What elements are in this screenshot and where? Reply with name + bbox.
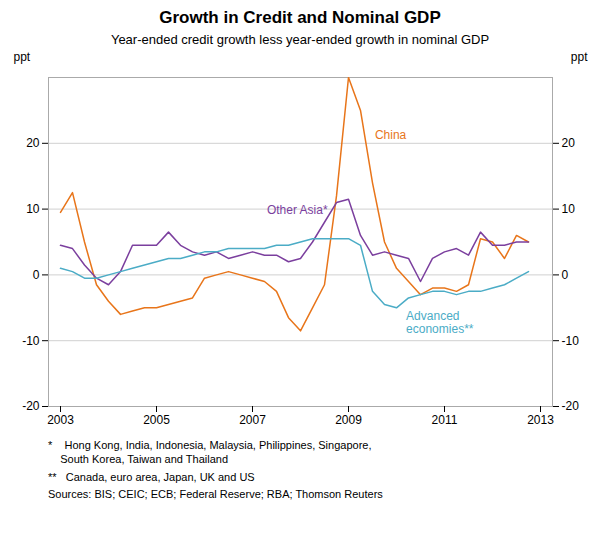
svg-text:economies**: economies** — [406, 322, 474, 336]
svg-text:2007: 2007 — [239, 413, 266, 427]
svg-text:0: 0 — [33, 268, 40, 282]
svg-text:-10: -10 — [562, 334, 580, 348]
svg-text:ppt: ppt — [571, 50, 588, 64]
html-text:Year-ended credit growth less: Year-ended credit growth less year-ended… — [110, 32, 490, 47]
svg-text:10: 10 — [562, 202, 576, 216]
svg-text:0: 0 — [562, 268, 569, 282]
svg-text:20: 20 — [26, 136, 40, 150]
svg-text:2003: 2003 — [47, 413, 74, 427]
svg-text:Advanced: Advanced — [406, 309, 459, 323]
html-text:Sources: BIS; CEIC; ECB; Feder: Sources: BIS; CEIC; ECB; Federal Reserve… — [48, 487, 383, 500]
svg-text:Other Asia*: Other Asia* — [267, 203, 328, 217]
svg-text:ppt: ppt — [14, 50, 31, 64]
svg-text:10: 10 — [26, 202, 40, 216]
html-text:Growth in Credit and Nominal G: Growth in Credit and Nominal GDP — [159, 8, 441, 27]
html-text:** Canada, euro area, Japan, U: ** Canada, euro area, Japan, UK and US — [48, 470, 255, 483]
svg-text:2005: 2005 — [143, 413, 170, 427]
svg-text:China: China — [375, 128, 407, 142]
svg-text:-10: -10 — [22, 334, 40, 348]
svg-text:-20: -20 — [22, 399, 40, 413]
svg-text:2011: 2011 — [432, 413, 458, 427]
svg-text:2009: 2009 — [335, 413, 362, 427]
html-text:* Hong Kong, India, Indonesia,: * Hong Kong, India, Indonesia, Malaysia,… — [48, 439, 372, 466]
svg-text:-20: -20 — [562, 399, 580, 413]
svg-text:20: 20 — [562, 136, 576, 150]
svg-text:2013: 2013 — [527, 413, 554, 427]
